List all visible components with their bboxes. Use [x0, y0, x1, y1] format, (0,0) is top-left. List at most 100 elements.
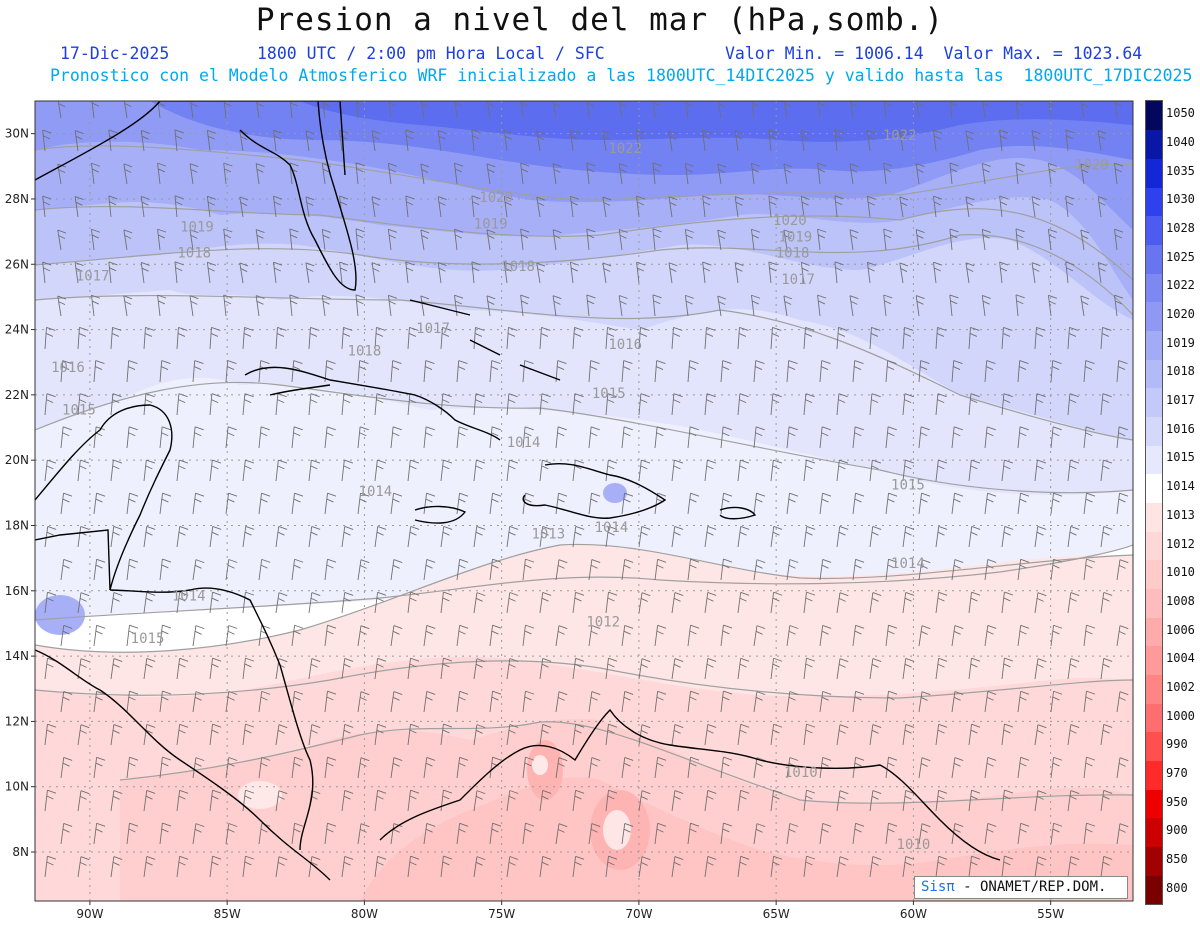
wind-barb — [324, 426, 336, 449]
colorbar-segment — [1146, 273, 1162, 303]
wind-barb — [93, 756, 106, 779]
wind-barb — [602, 130, 612, 152]
wind-barb — [819, 690, 832, 713]
wind-barb — [225, 426, 237, 449]
wind-barb — [786, 492, 799, 515]
wind-barb — [1067, 790, 1080, 812]
wind-barb — [423, 823, 436, 845]
wind-barb — [1116, 559, 1129, 581]
coastlines — [35, 101, 1001, 881]
wind-barb — [390, 492, 403, 515]
wind-barb — [1031, 130, 1041, 152]
wind-barb — [935, 855, 948, 878]
wind-barb — [1116, 757, 1129, 779]
lon-tick-label: 85W — [214, 907, 241, 921]
wind-barb — [44, 723, 57, 746]
wind-barb — [836, 724, 849, 746]
wind-barb — [93, 822, 106, 845]
wind-barb — [783, 229, 793, 251]
wind-barb — [684, 228, 694, 251]
wind-barb — [239, 196, 249, 218]
credit-org: - ONAMET/REP.DOM. — [954, 879, 1107, 895]
wind-barb — [44, 591, 57, 614]
wind-barb — [407, 591, 420, 614]
lat-tick-label: 20N — [5, 453, 29, 467]
wind-barb — [126, 360, 138, 383]
wind-barb — [60, 624, 73, 647]
wind-barb — [753, 823, 766, 845]
wind-barb — [1017, 822, 1030, 845]
wind-barb — [1100, 855, 1113, 878]
wind-barb — [225, 823, 238, 845]
colorbar-level-label: 950 — [1166, 794, 1188, 809]
colorbar-level-label: 1006 — [1166, 622, 1195, 637]
wind-barb — [440, 855, 453, 878]
wind-barb — [1050, 360, 1062, 383]
wind-barb — [984, 757, 997, 779]
wind-barb — [915, 229, 925, 251]
wind-barb — [143, 856, 156, 878]
colorbar-segment — [1146, 674, 1162, 704]
wind-barb — [77, 790, 90, 812]
wind-barb — [91, 294, 101, 317]
wind-barb — [621, 559, 634, 581]
wind-barb — [1001, 723, 1014, 746]
wind-barb — [324, 492, 337, 515]
wind-barb — [440, 723, 453, 746]
axis-tick-labels: 90W 85W 80W 75W 70W 65W 60W 55W 30N 28N 26N 24N 22N 2… — [5, 127, 1065, 921]
wind-barb — [555, 492, 568, 515]
wind-barb — [981, 295, 991, 317]
wind-barb — [473, 592, 486, 614]
wind-barb — [176, 459, 189, 482]
wind-barb — [225, 360, 237, 383]
wind-barb — [159, 756, 172, 779]
wind-barb — [935, 657, 948, 680]
isobar-label: 1015 — [592, 386, 626, 402]
wind-barb — [1001, 591, 1014, 614]
colorbar-segment — [1146, 731, 1162, 762]
wind-barb — [1050, 822, 1063, 845]
wind-barb — [702, 195, 712, 218]
wind-barb — [44, 459, 57, 482]
wind-barb — [671, 459, 684, 482]
wind-barb — [440, 789, 453, 812]
wind-barb — [918, 426, 930, 449]
wind-barb — [371, 130, 381, 152]
wind-barb — [737, 855, 750, 878]
wind-barb — [308, 592, 321, 614]
wind-barb — [720, 624, 733, 647]
wind-barb — [968, 459, 981, 482]
wind-barb — [1048, 101, 1056, 119]
wind-barb — [786, 360, 798, 383]
wind-barb — [836, 326, 848, 350]
wind-barb — [684, 294, 694, 317]
wind-barb — [1015, 101, 1024, 119]
wind-barb — [572, 789, 585, 812]
wind-barb — [621, 625, 634, 647]
wind-barb — [770, 326, 782, 350]
wind-barb — [817, 294, 827, 317]
wind-barb — [981, 163, 991, 185]
wind-barb — [552, 295, 562, 317]
wind-barb — [456, 360, 468, 383]
lat-tick-label: 16N — [5, 584, 29, 598]
wind-barb — [1017, 558, 1030, 581]
wind-barb — [341, 393, 353, 416]
wind-barb — [407, 723, 420, 746]
wind-barb — [965, 196, 975, 218]
colorbar-level-label: 1013 — [1166, 507, 1195, 522]
wind-barb — [984, 360, 996, 383]
wind-barb — [687, 690, 700, 713]
wind-barb — [737, 591, 750, 614]
wind-barb — [1017, 690, 1030, 713]
wind-barb — [687, 624, 700, 647]
wind-barb — [242, 459, 255, 482]
credit-brand: Sisπ — [921, 879, 955, 895]
wind-barb — [1067, 526, 1080, 548]
wind-barb — [239, 262, 249, 284]
wind-barb — [836, 459, 849, 482]
wind-barb — [357, 559, 370, 581]
wind-barb — [357, 757, 370, 779]
wind-barb — [770, 591, 783, 614]
wind-barb — [885, 756, 898, 779]
